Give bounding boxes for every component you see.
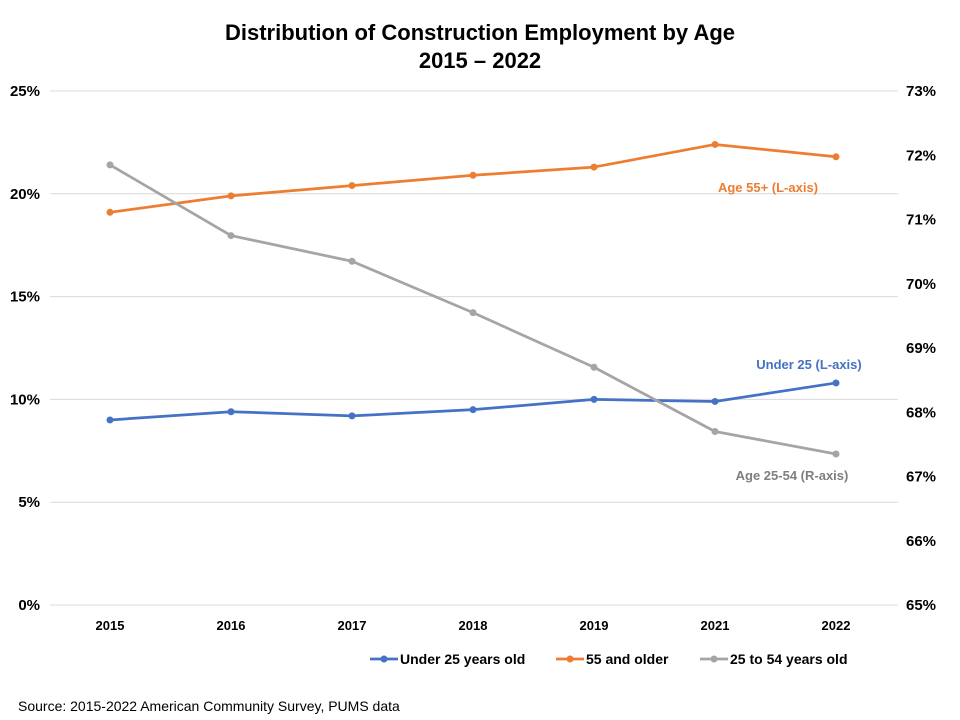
data-point [106, 416, 114, 424]
left-tick-label: 15% [10, 289, 40, 306]
legend-item: Under 25 years old [370, 651, 525, 667]
right-tick-label: 65% [906, 597, 936, 614]
x-tick-label: 2016 [217, 618, 246, 633]
series-25-to-54-years-old [106, 161, 840, 458]
data-point [590, 163, 598, 171]
data-point [106, 161, 114, 169]
right-tick-label: 67% [906, 469, 936, 486]
left-axis: 0% 5% 10% 15% 20% 25% [10, 83, 40, 614]
right-tick-label: 72% [906, 147, 936, 164]
right-tick-label: 71% [906, 212, 936, 229]
x-tick-label: 2017 [338, 618, 367, 633]
data-point [348, 182, 356, 190]
annotation-under25: Under 25 (L-axis) [756, 357, 861, 372]
data-point [832, 379, 840, 387]
legend-label: 55 and older [586, 651, 669, 667]
series-line [109, 381, 837, 422]
right-tick-label: 68% [906, 404, 936, 421]
legend: Under 25 years old 55 and older 25 to 54 y… [370, 651, 848, 667]
legend-marker [710, 655, 718, 663]
data-point [227, 192, 235, 200]
data-point [227, 408, 235, 416]
data-point [469, 406, 477, 414]
data-point [106, 208, 114, 216]
x-axis: 2015 2016 2017 2018 2019 2021 2022 [96, 618, 851, 633]
chart-title-line2: 2015 – 2022 [419, 48, 541, 73]
data-point [832, 153, 840, 161]
series-group [106, 140, 840, 458]
source-note: Source: 2015-2022 American Community Sur… [18, 698, 400, 714]
series-under-25-years-old [106, 379, 840, 424]
right-tick-label: 70% [906, 276, 936, 293]
data-point [711, 140, 719, 148]
right-axis: 65% 66% 67% 68% 69% 70% 71% 72% 73% [906, 83, 936, 614]
annotation-age55: Age 55+ (L-axis) [718, 180, 818, 195]
data-point [711, 397, 719, 405]
left-tick-label: 25% [10, 83, 40, 100]
x-tick-label: 2021 [701, 618, 730, 633]
data-point [469, 171, 477, 179]
right-tick-label: 69% [906, 340, 936, 357]
x-tick-label: 2019 [580, 618, 609, 633]
data-point [590, 395, 598, 403]
right-tick-label: 66% [906, 533, 936, 550]
x-tick-label: 2022 [822, 618, 851, 633]
left-tick-label: 0% [18, 597, 40, 614]
data-point [348, 257, 356, 265]
legend-label: Under 25 years old [400, 651, 525, 667]
legend-label: 25 to 54 years old [730, 651, 848, 667]
x-tick-label: 2015 [96, 618, 125, 633]
right-tick-label: 73% [906, 83, 936, 100]
legend-marker [380, 655, 388, 663]
series-55-and-older [106, 140, 840, 216]
legend-item: 25 to 54 years old [700, 651, 848, 667]
data-point [711, 428, 719, 436]
left-tick-label: 20% [10, 186, 40, 203]
x-tick-label: 2018 [459, 618, 488, 633]
left-tick-label: 5% [18, 494, 40, 511]
chart-title-line1: Distribution of Construction Employment … [225, 20, 735, 45]
data-point [590, 363, 598, 371]
left-tick-label: 10% [10, 391, 40, 408]
gridlines [50, 90, 898, 606]
data-point [832, 450, 840, 458]
data-point [348, 412, 356, 420]
annotation-age25-54: Age 25-54 (R-axis) [736, 468, 849, 483]
legend-item: 55 and older [556, 651, 669, 667]
data-point [227, 232, 235, 240]
legend-marker [566, 655, 574, 663]
data-point [469, 309, 477, 317]
